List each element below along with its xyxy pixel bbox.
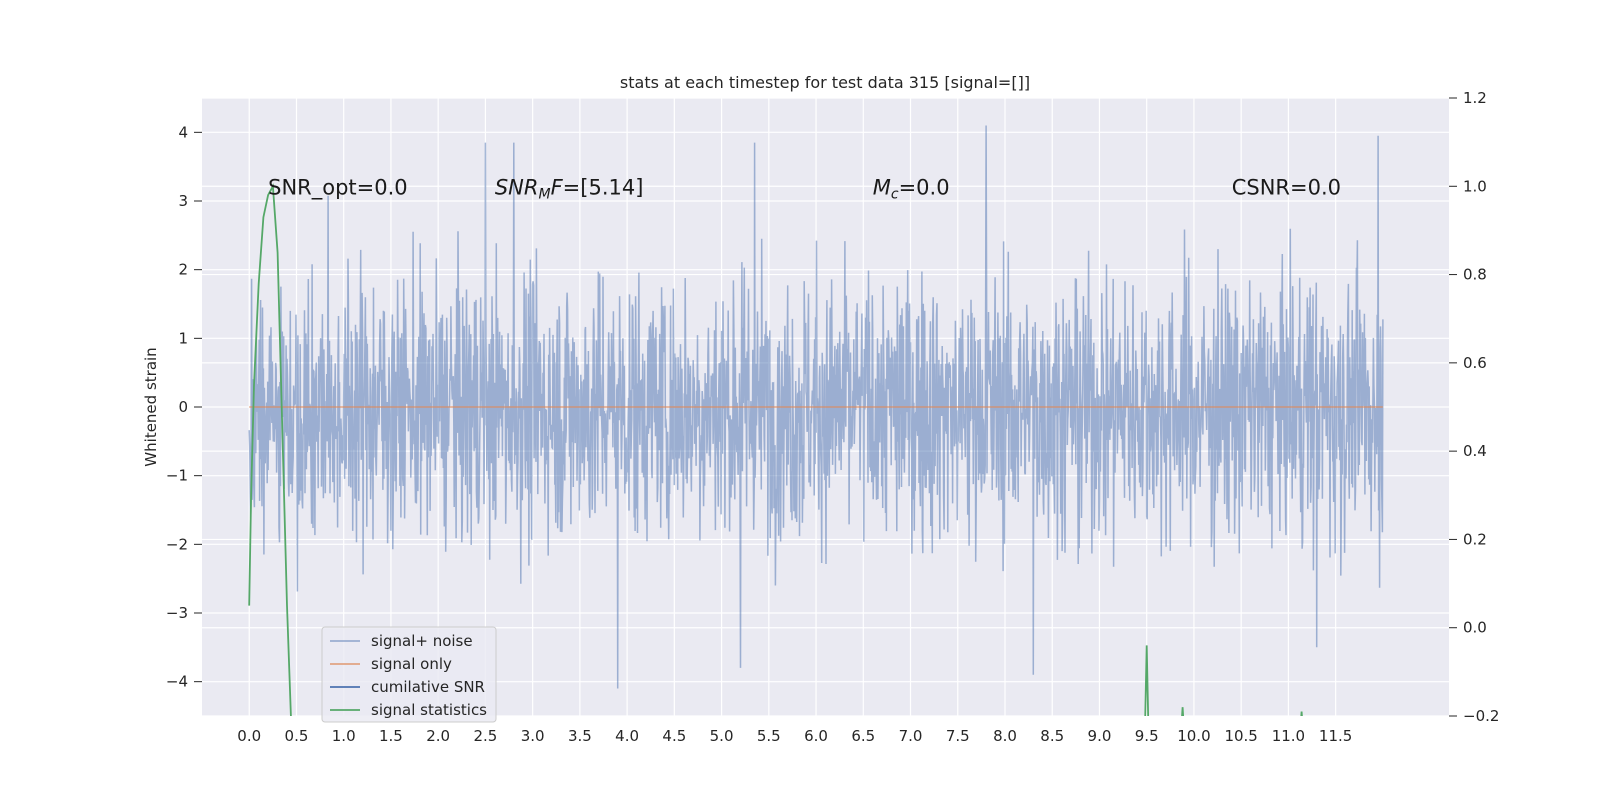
series-signal-noise-line [248, 125, 1384, 689]
series-signal-statistics-spike [1144, 645, 1150, 716]
annotations: SNR_opt=0.0 SNRMF=[5.14] Mc=0.0 CSNR=0.0 [268, 175, 1341, 202]
x-tick-label: 0.0 [237, 727, 261, 745]
y2-tick-label: 0.8 [1463, 266, 1487, 284]
x-tick-label: 6.0 [804, 727, 828, 745]
annotation-mc: Mc=0.0 [873, 175, 950, 202]
x-tick-label: 2.0 [426, 727, 450, 745]
x-tick-label: 3.5 [568, 727, 592, 745]
series-signal-statistics-line [248, 183, 292, 716]
series-signal-statistics-spike [1181, 707, 1185, 716]
x-tick-label: 9.0 [1088, 727, 1112, 745]
y-tick-label: 0 [178, 398, 188, 416]
legend-label: signal+ noise [371, 632, 473, 650]
annotation-snr-mf: SNRMF=[5.14] [495, 175, 644, 202]
chart-title: stats at each timestep for test data 315… [620, 73, 1030, 92]
x-tick-label: 4.5 [662, 727, 686, 745]
x-tick-label: 1.0 [332, 727, 356, 745]
right-axis-ticks: 1.2 1.0 0.8 0.6 0.4 0.2 0.0 −0.2 [1449, 89, 1499, 725]
x-tick-label: 7.5 [946, 727, 970, 745]
x-axis-ticks: 0.0 0.5 1.0 1.5 2.0 2.5 3.0 3.5 4.0 4.5 5.0 5.5 6.0 6… [237, 727, 1352, 745]
x-tick-label: 7.0 [899, 727, 923, 745]
x-tick-label: 4.0 [615, 727, 639, 745]
y-tick-label: −4 [166, 673, 188, 691]
series-signal-statistics-spike [1300, 711, 1303, 716]
y2-tick-label: 1.0 [1463, 177, 1487, 195]
y-axis-label: Whitened strain [142, 347, 160, 466]
x-tick-label: 1.5 [379, 727, 403, 745]
annotation-snr-opt: SNR_opt=0.0 [268, 175, 408, 200]
x-tick-label: 8.0 [993, 727, 1017, 745]
y2-tick-label: −0.2 [1463, 707, 1499, 725]
y-tick-label: −2 [166, 535, 188, 553]
x-tick-label: 0.5 [285, 727, 309, 745]
y-tick-label: 1 [178, 329, 188, 347]
x-tick-label: 11.0 [1272, 727, 1305, 745]
y-tick-label: −3 [166, 604, 188, 622]
x-tick-label: 3.0 [521, 727, 545, 745]
x-tick-label: 10.5 [1224, 727, 1257, 745]
y2-tick-label: 0.0 [1463, 619, 1487, 637]
y2-tick-label: 0.2 [1463, 530, 1487, 548]
x-tick-label: 6.5 [851, 727, 875, 745]
legend-label: signal statistics [371, 701, 487, 719]
y2-tick-label: 1.2 [1463, 89, 1487, 107]
legend-label: cumilative SNR [371, 678, 485, 696]
legend-box [321, 626, 497, 723]
y-tick-label: −1 [166, 467, 188, 485]
data-layer [248, 125, 1384, 716]
y-tick-label: 3 [178, 192, 188, 210]
x-tick-label: 5.5 [757, 727, 781, 745]
legend: signal+ noise signal only cumilative SNR si… [321, 626, 497, 723]
x-tick-label: 10.0 [1177, 727, 1210, 745]
x-tick-label: 11.5 [1319, 727, 1352, 745]
y2-tick-label: 0.6 [1463, 354, 1487, 372]
y-tick-label: 4 [178, 123, 188, 141]
annotation-csnr: CSNR=0.0 [1232, 175, 1341, 199]
y2-tick-label: 0.4 [1463, 442, 1487, 460]
x-tick-label: 5.0 [710, 727, 734, 745]
x-tick-label: 8.5 [1040, 727, 1064, 745]
x-tick-label: 2.5 [473, 727, 497, 745]
y-tick-label: 2 [178, 261, 188, 279]
y-axis-ticks: 4 3 2 1 0 −1 −2 −3 −4 [166, 123, 202, 691]
x-tick-label: 9.5 [1135, 727, 1159, 745]
legend-label: signal only [371, 655, 452, 673]
